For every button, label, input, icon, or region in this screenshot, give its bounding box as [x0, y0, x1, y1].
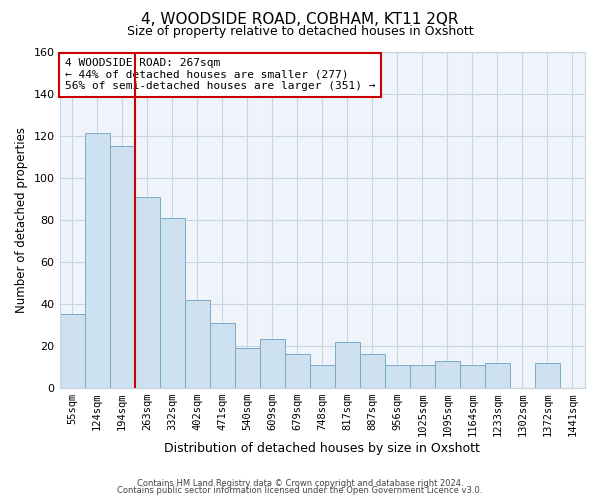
Bar: [410, 364, 435, 388]
Bar: [59, 314, 85, 388]
Y-axis label: Number of detached properties: Number of detached properties: [15, 126, 28, 312]
Bar: [260, 340, 285, 388]
Text: 4 WOODSIDE ROAD: 267sqm
← 44% of detached houses are smaller (277)
56% of semi-d: 4 WOODSIDE ROAD: 267sqm ← 44% of detache…: [65, 58, 375, 92]
Bar: [285, 354, 310, 388]
Bar: [360, 354, 385, 388]
Bar: [185, 300, 209, 388]
Text: Contains HM Land Registry data © Crown copyright and database right 2024.: Contains HM Land Registry data © Crown c…: [137, 478, 463, 488]
X-axis label: Distribution of detached houses by size in Oxshott: Distribution of detached houses by size …: [164, 442, 480, 455]
Bar: [485, 362, 510, 388]
Bar: [535, 362, 560, 388]
Bar: [209, 322, 235, 388]
Bar: [110, 146, 134, 388]
Text: Size of property relative to detached houses in Oxshott: Size of property relative to detached ho…: [127, 25, 473, 38]
Bar: [85, 134, 110, 388]
Bar: [235, 348, 260, 388]
Bar: [335, 342, 360, 388]
Text: 4, WOODSIDE ROAD, COBHAM, KT11 2QR: 4, WOODSIDE ROAD, COBHAM, KT11 2QR: [141, 12, 459, 28]
Bar: [134, 196, 160, 388]
Bar: [160, 218, 185, 388]
Bar: [460, 364, 485, 388]
Text: Contains public sector information licensed under the Open Government Licence v3: Contains public sector information licen…: [118, 486, 482, 495]
Bar: [385, 364, 410, 388]
Bar: [310, 364, 335, 388]
Bar: [435, 360, 460, 388]
